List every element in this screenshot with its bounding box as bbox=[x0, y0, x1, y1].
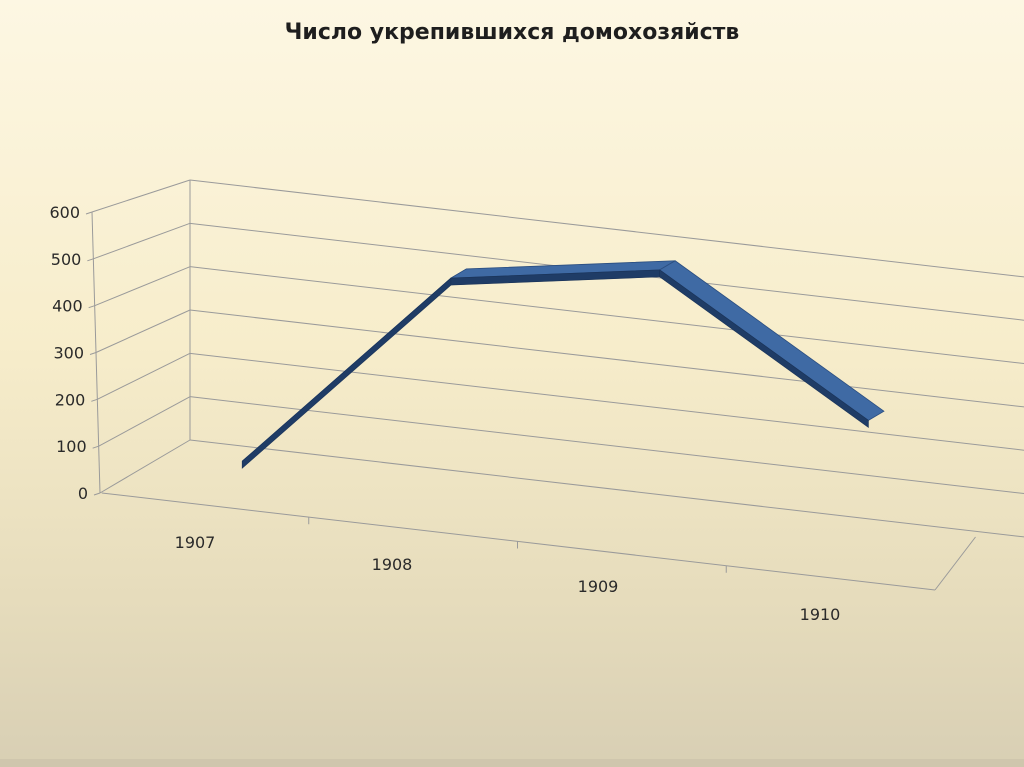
back-wall-gridline bbox=[189, 309, 1024, 408]
y-tick-mark bbox=[93, 492, 101, 496]
y-tick-label: 0 bbox=[78, 484, 88, 503]
floor-front-edge bbox=[101, 492, 936, 591]
back-wall-gridline bbox=[189, 352, 1024, 451]
y-tick-label: 500 bbox=[51, 250, 82, 269]
side-wall-gridline bbox=[99, 439, 191, 494]
series-segment-top bbox=[658, 260, 885, 421]
side-wall-gridline bbox=[95, 309, 191, 353]
back-wall-gridline bbox=[189, 396, 1024, 495]
back-wall-gridline bbox=[189, 266, 1024, 365]
y-tick-mark bbox=[85, 211, 93, 215]
y-tick-mark bbox=[92, 445, 99, 449]
x-tick-label: 1910 bbox=[800, 605, 841, 624]
y-tick-mark bbox=[87, 258, 94, 262]
y-tick-label: 100 bbox=[56, 437, 87, 456]
y-tick-mark bbox=[91, 398, 98, 402]
side-wall-gridline bbox=[91, 179, 191, 213]
back-wall-gridline bbox=[189, 179, 1024, 278]
chart-title: Число укрепившихся домохозяйств bbox=[284, 20, 740, 45]
side-wall-gridline bbox=[98, 396, 191, 447]
floor-right-edge bbox=[934, 536, 976, 591]
series-segment-front bbox=[659, 269, 869, 428]
side-wall-gridline bbox=[93, 222, 191, 260]
y-tick-label: 200 bbox=[55, 390, 86, 409]
series-segment-front bbox=[241, 277, 452, 469]
y-tick-mark bbox=[89, 352, 97, 355]
side-wall-gridline bbox=[94, 266, 191, 307]
y-tick-label: 300 bbox=[53, 344, 84, 363]
y-tick-label: 600 bbox=[49, 203, 80, 222]
y-tick-mark bbox=[88, 305, 95, 309]
y-tick-label: 400 bbox=[52, 297, 83, 316]
x-tick-label: 1909 bbox=[578, 577, 619, 596]
side-wall-gridline bbox=[97, 352, 191, 400]
x-tick-label: 1907 bbox=[175, 533, 216, 552]
x-tick-label: 1908 bbox=[372, 555, 413, 574]
back-wall-gridline bbox=[189, 439, 1024, 538]
